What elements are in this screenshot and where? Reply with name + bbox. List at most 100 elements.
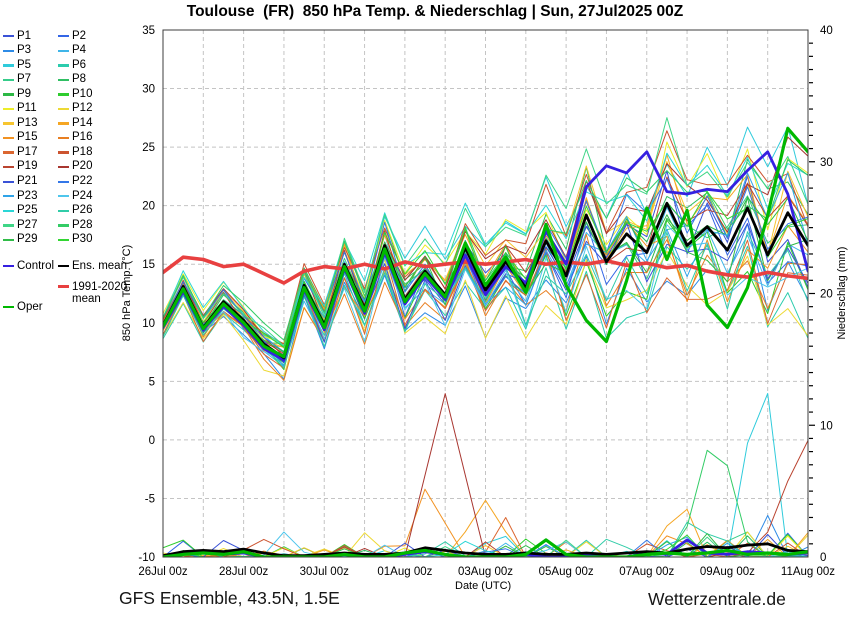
member-line-swatch xyxy=(3,209,14,213)
temp-member-line-p25 xyxy=(163,152,808,347)
control-line-swatch xyxy=(3,264,14,268)
left-axis-tick-label: -10 xyxy=(138,552,155,564)
legend-member-label: P18 xyxy=(72,145,93,158)
member-line-swatch xyxy=(3,238,14,242)
legend-member-label: P2 xyxy=(72,29,87,42)
temp-member-line-p29 xyxy=(163,196,808,353)
chart-title: Toulouse (FR) 850 hPa Temp. & Niederschl… xyxy=(186,3,684,20)
left-axis-tick-label: 35 xyxy=(142,25,155,37)
x-axis-tick-label: 26Jul 00z xyxy=(138,566,187,578)
right-axis-tick-label: 40 xyxy=(820,25,833,37)
temp-member-line-p19 xyxy=(163,176,808,355)
x-axis-tick-label: 03Aug 00z xyxy=(458,566,513,578)
member-line-swatch xyxy=(58,195,69,198)
member-line-swatch xyxy=(3,180,14,183)
legend-item-p23: P23 xyxy=(3,189,58,204)
legend-item-p14: P14 xyxy=(58,116,122,131)
x-axis-tick-label: 09Aug 00z xyxy=(700,566,755,578)
legend-member-label: P17 xyxy=(17,145,38,158)
left-axis-tick-label: 20 xyxy=(142,201,155,213)
legend-item-clim: 1991-2020 mean xyxy=(58,281,127,305)
member-line-swatch xyxy=(3,64,14,67)
legend-member-label: P21 xyxy=(17,174,38,187)
precip-member-line-p27 xyxy=(163,536,808,557)
precip-member-line-p5 xyxy=(163,393,808,557)
legend-item-p22: P22 xyxy=(58,174,122,189)
legend-member-label: P16 xyxy=(72,131,93,144)
plot-border xyxy=(162,29,809,558)
precip-member-line-p26 xyxy=(163,521,808,557)
legend-item-p27: P27 xyxy=(3,218,58,233)
member-line-swatch xyxy=(58,224,69,227)
member-line-swatch xyxy=(58,78,69,82)
legend-clim-label-line2: mean xyxy=(72,293,101,306)
legend-member-label: P22 xyxy=(72,174,93,187)
legend-member-label: P12 xyxy=(72,102,93,115)
legend-item-p20: P20 xyxy=(58,160,122,175)
oper-temp-line xyxy=(163,126,808,359)
legend-member-label: P13 xyxy=(17,116,38,129)
left-axis-tick-label: -5 xyxy=(145,493,155,505)
right-axis-minor-ticks xyxy=(809,42,815,545)
legend-member-label: P30 xyxy=(72,233,93,246)
clim-line-swatch xyxy=(58,285,69,288)
left-axis-tick-label: 10 xyxy=(142,318,155,330)
left-axis-tick-label: 0 xyxy=(149,435,155,447)
legend-item-p1: P1 xyxy=(3,29,58,44)
legend-item-control: Control xyxy=(3,260,54,272)
legend-member-label: P29 xyxy=(17,233,38,246)
member-line-swatch xyxy=(58,35,69,38)
legend-item-p21: P21 xyxy=(3,174,58,189)
member-line-swatch xyxy=(3,122,14,125)
member-line-swatch xyxy=(3,107,14,111)
oper-precip-line xyxy=(163,538,808,557)
temp-member-line-p27 xyxy=(163,117,808,347)
control-temp-line xyxy=(163,150,808,362)
legend-member-label: P27 xyxy=(17,218,38,231)
legend-item-p26: P26 xyxy=(58,204,122,219)
legend-item-p19: P19 xyxy=(3,160,58,175)
legend-member-label: P15 xyxy=(17,131,38,144)
member-line-swatch xyxy=(58,238,69,242)
right-axis-title: Niederschlag (mm) xyxy=(836,246,848,340)
precip-member-line-p24 xyxy=(163,531,808,557)
legend-item-p16: P16 xyxy=(58,131,122,146)
brand-caption: Wetterzentrale.de xyxy=(648,589,786,609)
model-info-caption: GFS Ensemble, 43.5N, 1.5E xyxy=(119,588,340,608)
legend-item-p3: P3 xyxy=(3,44,58,59)
gridlines xyxy=(163,30,808,557)
member-line-swatch xyxy=(58,93,69,96)
right-axis-tick-label: 20 xyxy=(820,289,833,301)
left-axis-title: 850 hPa Temp. (°C) xyxy=(121,244,133,342)
precip-member-line-p25 xyxy=(163,540,808,557)
legend-member-label: P14 xyxy=(72,116,93,129)
legend-member-label: P25 xyxy=(17,204,38,217)
x-axis-tick-label: 28Jul 00z xyxy=(219,566,268,578)
legend-item-ens-mean: Ens. mean xyxy=(58,260,127,272)
legend-item-p6: P6 xyxy=(58,58,122,73)
legend-item-p15: P15 xyxy=(3,131,58,146)
member-line-swatch xyxy=(58,166,69,169)
temp-member-line-p12 xyxy=(163,250,808,377)
legend-member-label: P4 xyxy=(72,44,87,57)
legend-item-p28: P28 xyxy=(58,218,122,233)
legend-item-oper: Oper xyxy=(3,301,43,313)
legend-member-label: P9 xyxy=(17,87,32,100)
legend-item-p7: P7 xyxy=(3,73,58,88)
plot-lines xyxy=(163,117,808,557)
legend-item-p25: P25 xyxy=(3,204,58,219)
legend-item-p24: P24 xyxy=(58,189,122,204)
right-axis-tick-label: 0 xyxy=(820,552,826,564)
member-line-swatch xyxy=(58,151,69,154)
legend-member-label: P6 xyxy=(72,58,87,71)
ensemble-member-legend: P1 P2 P3 P4 P5 P6 P7 P8 P9 P10 P11 P12 P13 P14 P15 P16 P… xyxy=(3,29,122,247)
left-axis-tick-label: 25 xyxy=(142,142,155,154)
legend-item-p29: P29 xyxy=(3,233,58,248)
legend-member-label: P5 xyxy=(17,58,32,71)
x-axis-tick-label: 07Aug 00z xyxy=(619,566,674,578)
member-line-swatch xyxy=(58,64,69,67)
ens-mean-precip-line xyxy=(163,542,808,557)
oper-line-swatch xyxy=(3,305,14,309)
